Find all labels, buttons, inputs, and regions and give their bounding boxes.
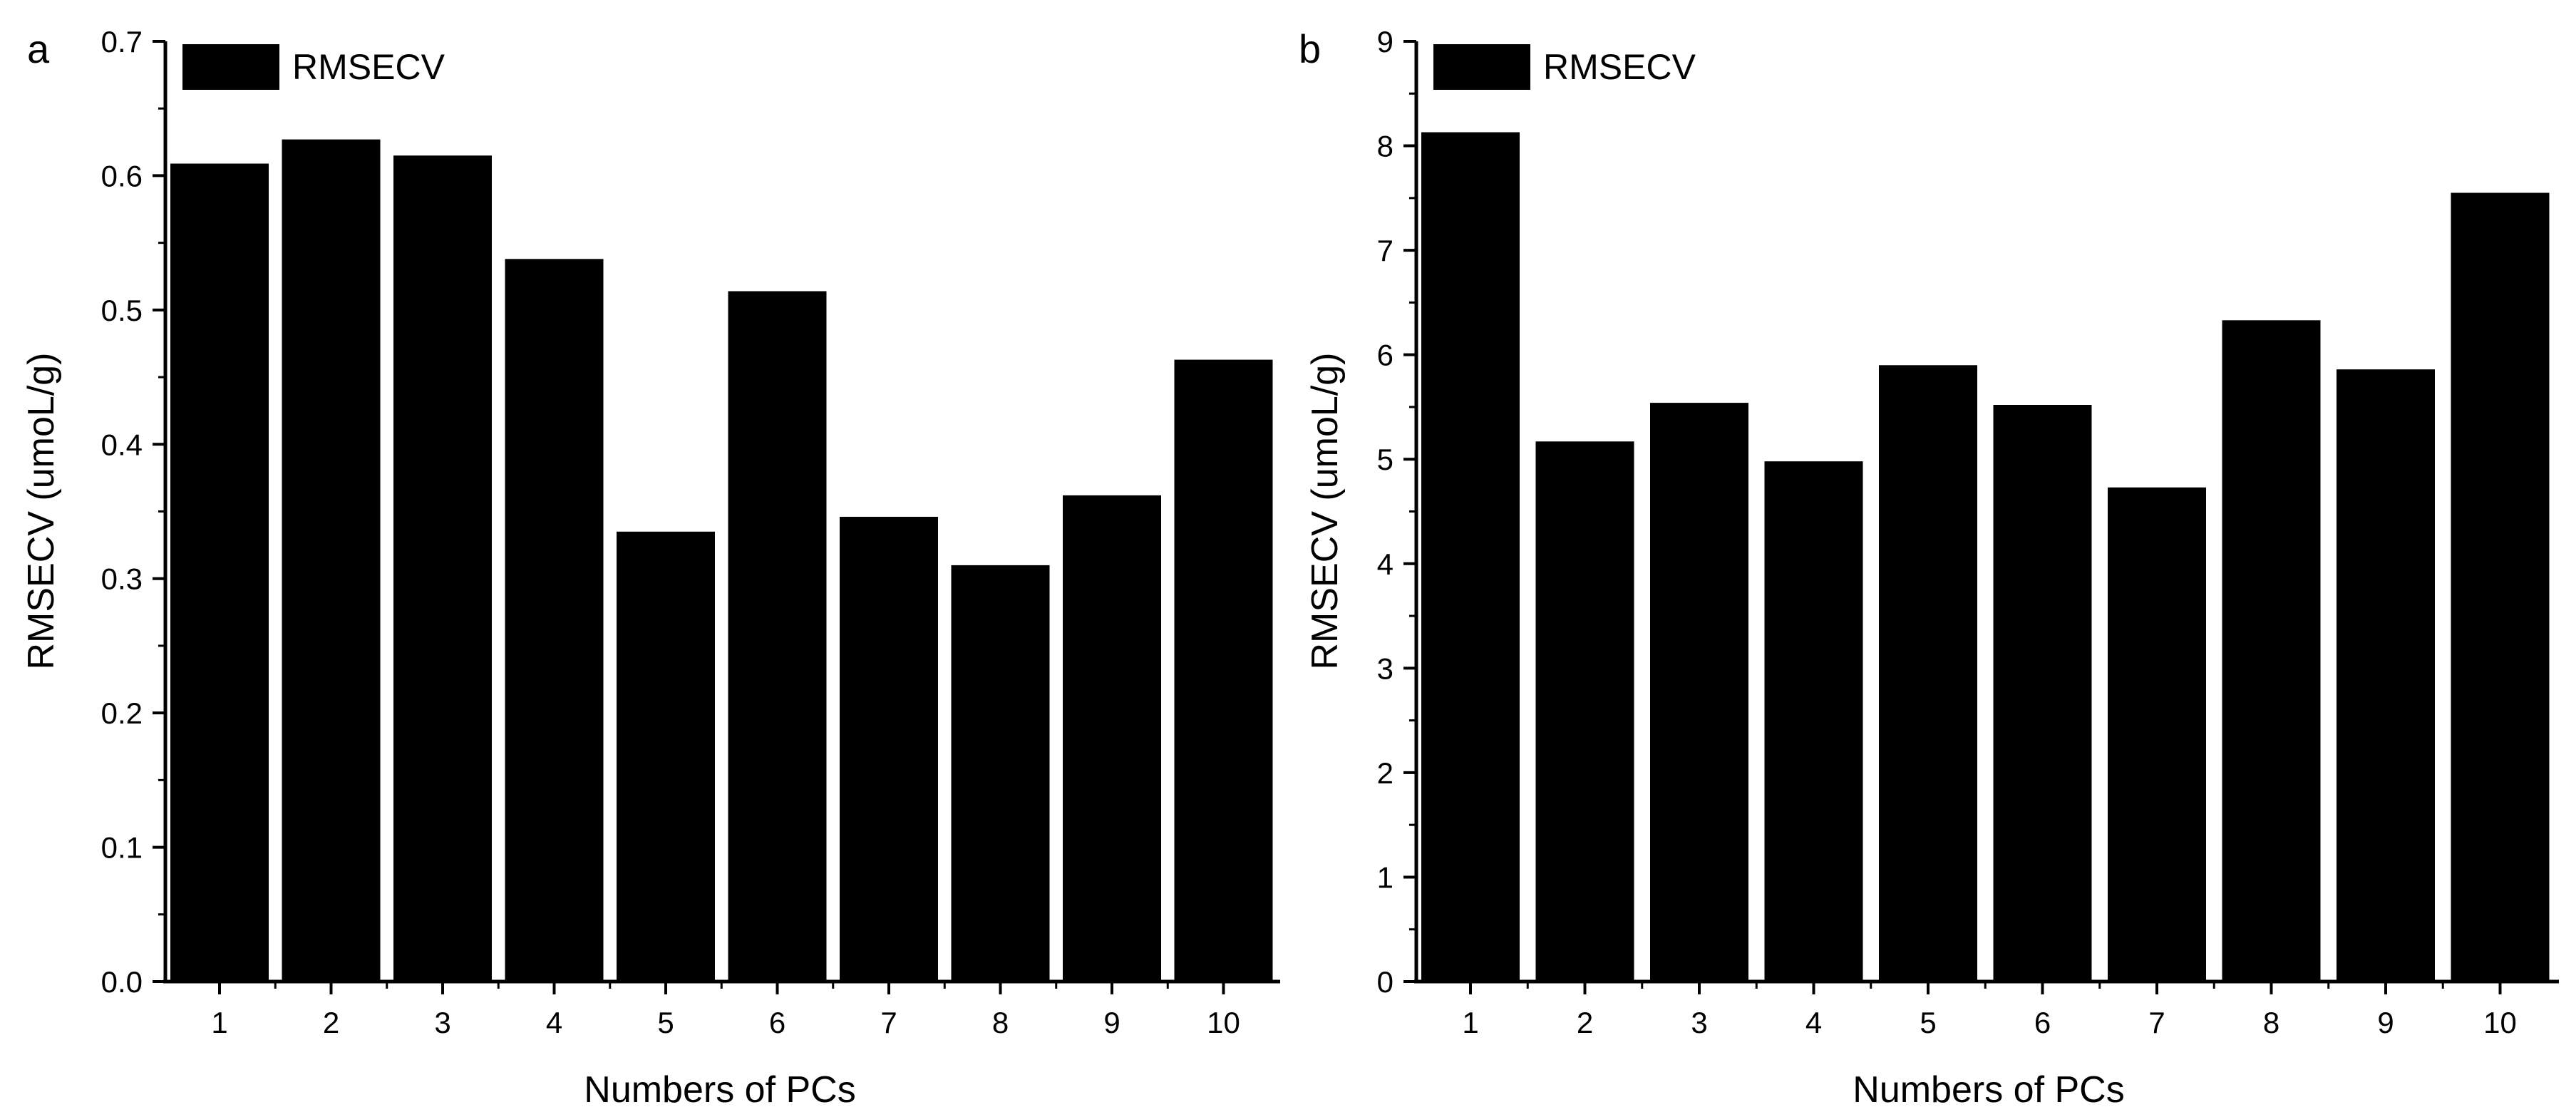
panel-a-bars [170,139,1273,982]
panel-a-y-tick-label-0.7: 0.7 [101,25,143,58]
panel-a-bar-9 [1063,495,1161,982]
panel-a-y-tick-label-0.4: 0.4 [101,428,143,461]
panel-a-x-tick-label-6: 6 [769,1006,785,1039]
panel-a-y-tick-label-0.3: 0.3 [101,562,143,596]
panel-b-label: b [1299,26,1321,71]
panel-a-bar-7 [840,517,938,982]
panel-a-y-ticks: 0.0 0.1 0.2 0.3 0.4 0.5 0.6 0.7 [101,25,165,999]
panel-a-x-ticks: 1 2 3 4 5 6 7 8 9 10 [211,982,1240,1039]
panel-a-x-tick-label-2: 2 [323,1006,339,1039]
panel-a-bar-6 [728,291,827,982]
panel-a-x-axis-title: Numbers of PCs [584,1069,855,1111]
panel-b-legend-label: RMSECV [1543,47,1696,87]
panel-a-x-tick-label-10: 10 [1207,1006,1240,1039]
panel-a-x-tick-label-8: 8 [992,1006,1009,1039]
panel-a-y-tick-label-0.5: 0.5 [101,294,143,327]
panel-b-x-tick-label-3: 3 [1691,1006,1707,1039]
panel-b-bar-7 [2108,487,2206,982]
panel-b-x-axis-title: Numbers of PCs [1853,1069,2124,1111]
chart-panel-a: a 0.0 0.1 0.2 0.3 0.4 0.5 0.6 0.7 1 2 3 4 5 6 7 8 9 10 R… [21,25,1280,1111]
panel-a-y-tick-label-0.0: 0.0 [101,965,143,999]
panel-b-bar-9 [2337,369,2435,982]
panel-a-x-tick-label-5: 5 [657,1006,674,1039]
panel-b-bar-5 [1879,365,1977,982]
panel-b-y-tick-label-4: 4 [1377,547,1393,581]
panel-b-x-tick-label-2: 2 [1577,1006,1593,1039]
panel-b-y-ticks: 0 1 2 3 4 5 6 7 8 9 [1377,25,1416,999]
panel-a-bar-4 [505,259,604,982]
panel-b-bar-6 [1993,405,2092,982]
panel-b-y-tick-label-6: 6 [1377,339,1393,372]
panel-b-y-tick-label-9: 9 [1377,25,1393,58]
panel-b-x-tick-label-5: 5 [1920,1006,1936,1039]
panel-b-y-tick-label-5: 5 [1377,443,1393,476]
panel-b-y-tick-label-1: 1 [1377,860,1393,894]
panel-b-bar-10 [2451,192,2550,982]
panel-b-legend-swatch [1433,44,1530,90]
panel-a-bar-10 [1174,359,1273,982]
panel-a-bar-1 [170,163,269,982]
panel-a-x-tick-label-4: 4 [546,1006,562,1039]
panel-b-x-tick-label-4: 4 [1805,1006,1822,1039]
panel-a-y-tick-label-0.6: 0.6 [101,159,143,192]
panel-a-y-axis-title: RMSECV (umoL/g) [21,353,62,670]
panel-a-x-tick-label-1: 1 [211,1006,227,1039]
panel-a-x-tick-label-7: 7 [880,1006,897,1039]
panel-b-y-tick-label-0: 0 [1377,965,1393,999]
panel-b-x-tick-label-1: 1 [1462,1006,1478,1039]
panel-b-y-tick-label-3: 3 [1377,652,1393,685]
panel-a-legend-label: RMSECV [292,47,445,87]
panel-a-y-tick-label-0.1: 0.1 [101,831,143,865]
panel-a-x-tick-label-9: 9 [1103,1006,1120,1039]
panel-b-x-tick-label-7: 7 [2148,1006,2165,1039]
panel-b-x-tick-label-8: 8 [2263,1006,2279,1039]
panel-b-y-tick-label-8: 8 [1377,130,1393,163]
panel-b-bar-4 [1764,461,1863,982]
panel-a-bar-5 [617,531,715,982]
panel-b-x-tick-label-10: 10 [2483,1006,2517,1039]
panel-b-bar-3 [1650,403,1748,982]
panel-b-y-tick-label-7: 7 [1377,234,1393,267]
chart-panel-b: b 0 1 2 3 4 5 6 7 8 9 1 2 3 4 5 6 7 8 9 10 RMSECV RMSECV (… [1299,25,2559,1111]
panel-b-bar-1 [1421,132,1520,982]
panel-b-x-tick-label-9: 9 [2377,1006,2394,1039]
panel-a-bar-3 [393,155,492,982]
panel-a-legend-swatch [182,44,279,90]
panel-b-bar-8 [2222,320,2321,982]
panel-a-bar-8 [951,565,1050,982]
panel-a-x-tick-label-3: 3 [434,1006,450,1039]
panel-b-y-axis-title: RMSECV (umoL/g) [1304,353,1346,670]
panel-a-bar-2 [282,139,381,982]
panel-b-y-tick-label-2: 2 [1377,756,1393,790]
panel-b-bar-2 [1535,441,1634,982]
panel-a-y-tick-label-0.2: 0.2 [101,696,143,730]
panel-b-x-tick-label-6: 6 [2034,1006,2051,1039]
panel-b-bars [1421,132,2550,982]
panel-a-label: a [27,26,50,71]
